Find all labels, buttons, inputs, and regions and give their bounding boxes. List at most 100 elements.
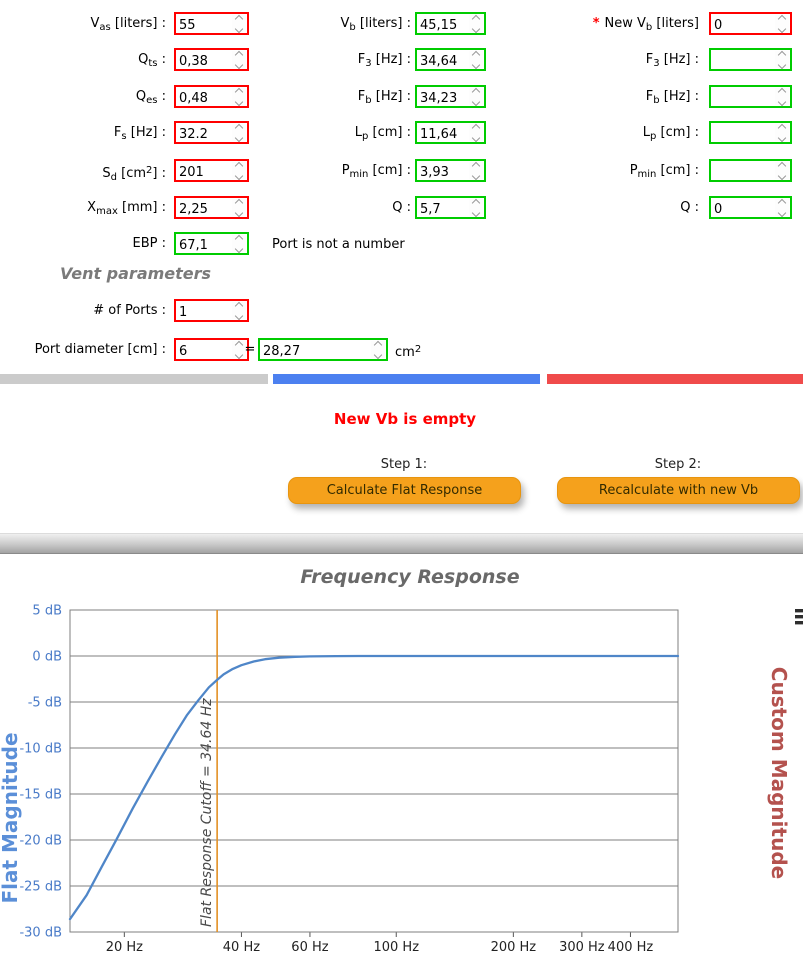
lp-input[interactable] xyxy=(417,125,484,144)
chart-menu-icon[interactable] xyxy=(795,609,803,613)
chevron-up-icon[interactable] xyxy=(471,87,481,96)
custom-lp-stepper[interactable] xyxy=(775,123,789,142)
q-input[interactable] xyxy=(417,200,484,219)
custom-f3-input[interactable] xyxy=(711,52,790,71)
chevron-up-icon[interactable] xyxy=(234,198,244,207)
chevron-down-icon[interactable] xyxy=(777,133,787,142)
chevron-down-icon[interactable] xyxy=(234,244,244,253)
chevron-down-icon[interactable] xyxy=(471,60,481,69)
port-area-stepper[interactable] xyxy=(371,340,385,359)
chevron-down-icon[interactable] xyxy=(777,24,787,33)
chevron-up-icon[interactable] xyxy=(471,198,481,207)
chevron-up-icon[interactable] xyxy=(234,87,244,96)
label-sd: Sd [cm2] : xyxy=(102,165,166,183)
x-tick-label: 100 Hz xyxy=(373,940,419,955)
chevron-up-icon[interactable] xyxy=(471,161,481,170)
chevron-up-icon[interactable] xyxy=(234,50,244,59)
vas-stepper[interactable] xyxy=(232,14,246,33)
chevron-down-icon[interactable] xyxy=(777,171,787,180)
port-diameter-input[interactable] xyxy=(176,342,247,361)
vb-stepper[interactable] xyxy=(469,14,483,33)
new-vb-input[interactable] xyxy=(711,16,790,35)
fb-stepper[interactable] xyxy=(469,87,483,106)
qes-input[interactable] xyxy=(176,89,247,108)
chevron-up-icon[interactable] xyxy=(234,301,244,310)
custom-lp-input[interactable] xyxy=(711,125,790,144)
sd-input[interactable] xyxy=(176,163,247,182)
chevron-down-icon[interactable] xyxy=(777,97,787,106)
chevron-down-icon[interactable] xyxy=(234,24,244,33)
chevron-down-icon[interactable] xyxy=(234,171,244,180)
chevron-up-icon[interactable] xyxy=(777,50,787,59)
lp-stepper[interactable] xyxy=(469,123,483,142)
chevron-up-icon[interactable] xyxy=(777,198,787,207)
chevron-up-icon[interactable] xyxy=(777,161,787,170)
chevron-down-icon[interactable] xyxy=(373,350,383,359)
y-tick-label: -15 dB xyxy=(19,788,62,803)
chevron-up-icon[interactable] xyxy=(234,234,244,243)
chevron-down-icon[interactable] xyxy=(777,208,787,217)
num-ports-input[interactable] xyxy=(176,303,247,322)
chevron-down-icon[interactable] xyxy=(234,311,244,320)
custom-q-stepper[interactable] xyxy=(775,198,789,217)
chevron-up-icon[interactable] xyxy=(234,14,244,23)
chevron-down-icon[interactable] xyxy=(471,133,481,142)
new-vb-stepper[interactable] xyxy=(775,14,789,33)
chevron-up-icon[interactable] xyxy=(777,87,787,96)
vb-input[interactable] xyxy=(417,16,484,35)
chevron-up-icon[interactable] xyxy=(373,340,383,349)
chevron-up-icon[interactable] xyxy=(234,340,244,349)
num-ports-stepper[interactable] xyxy=(232,301,246,320)
sd-stepper[interactable] xyxy=(232,161,246,180)
pmin-stepper[interactable] xyxy=(469,161,483,180)
chevron-down-icon[interactable] xyxy=(777,60,787,69)
custom-q-input[interactable] xyxy=(711,200,790,219)
chart-menu-icon[interactable] xyxy=(795,615,803,619)
xmax-stepper[interactable] xyxy=(232,198,246,217)
custom-f3-stepper[interactable] xyxy=(775,50,789,69)
q-stepper[interactable] xyxy=(469,198,483,217)
chevron-up-icon[interactable] xyxy=(234,123,244,132)
qts-input[interactable] xyxy=(176,52,247,71)
f3-input[interactable] xyxy=(417,52,484,71)
chevron-up-icon[interactable] xyxy=(471,14,481,23)
chevron-down-icon[interactable] xyxy=(234,97,244,106)
custom-pmin-input[interactable] xyxy=(711,163,790,182)
chevron-up-icon[interactable] xyxy=(777,14,787,23)
chevron-down-icon[interactable] xyxy=(471,24,481,33)
label-fs: Fs [Hz] : xyxy=(113,125,166,142)
qts-stepper[interactable] xyxy=(232,50,246,69)
ebp-stepper[interactable] xyxy=(232,234,246,253)
calculate-flat-response-button[interactable]: Calculate Flat Response xyxy=(288,477,521,504)
port-area-input[interactable] xyxy=(260,342,386,361)
pmin-input[interactable] xyxy=(417,163,484,182)
chevron-down-icon[interactable] xyxy=(471,171,481,180)
port-area-box xyxy=(258,338,388,361)
chevron-up-icon[interactable] xyxy=(471,123,481,132)
chart-menu-icon[interactable] xyxy=(795,621,803,625)
fs-stepper[interactable] xyxy=(232,123,246,142)
chevron-down-icon[interactable] xyxy=(471,208,481,217)
vent-parameters-heading: Vent parameters xyxy=(60,264,212,283)
chevron-up-icon[interactable] xyxy=(234,161,244,170)
vas-input[interactable] xyxy=(176,16,247,35)
chevron-up-icon[interactable] xyxy=(471,50,481,59)
chevron-down-icon[interactable] xyxy=(234,350,244,359)
custom-pmin-stepper[interactable] xyxy=(775,161,789,180)
f3-stepper[interactable] xyxy=(469,50,483,69)
fs-input[interactable] xyxy=(176,125,247,144)
recalculate-with-new-vb-button[interactable]: Recalculate with new Vb xyxy=(557,477,800,504)
chevron-down-icon[interactable] xyxy=(234,133,244,142)
fb-input[interactable] xyxy=(417,89,484,108)
custom-fb-input[interactable] xyxy=(711,89,790,108)
chevron-down-icon[interactable] xyxy=(234,208,244,217)
qes-stepper[interactable] xyxy=(232,87,246,106)
chevron-up-icon[interactable] xyxy=(777,123,787,132)
custom-pmin-input-box xyxy=(709,159,792,182)
xmax-input[interactable] xyxy=(176,200,247,219)
port-diameter-stepper[interactable] xyxy=(232,340,246,359)
ebp-input[interactable] xyxy=(176,236,247,255)
chevron-down-icon[interactable] xyxy=(234,60,244,69)
custom-fb-stepper[interactable] xyxy=(775,87,789,106)
chevron-down-icon[interactable] xyxy=(471,97,481,106)
